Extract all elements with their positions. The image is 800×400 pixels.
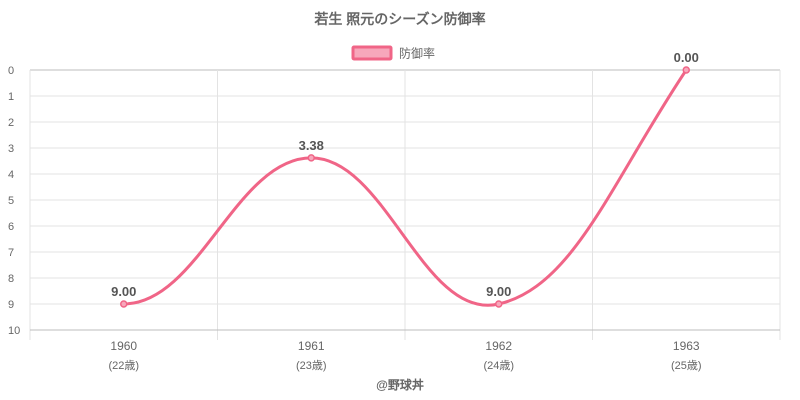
era-data-point[interactable] <box>682 66 690 74</box>
era-data-label: 9.00 <box>111 284 136 299</box>
legend-swatch-icon <box>351 45 393 61</box>
footer-credit: @野球丼 <box>376 377 424 392</box>
y-tick-label: 3 <box>8 143 14 155</box>
y-tick-label: 4 <box>8 169 14 181</box>
era-data-label: 9.00 <box>486 284 511 299</box>
era-data-point[interactable] <box>495 300 503 308</box>
era-series-line <box>122 68 688 307</box>
x-tick-sublabel: (23歳) <box>296 359 327 372</box>
legend-label: 防御率 <box>399 46 435 61</box>
series-layer <box>120 66 690 308</box>
y-tick-label: 2 <box>8 117 14 129</box>
era-data-label: 3.38 <box>299 138 324 153</box>
era-data-point[interactable] <box>120 300 128 308</box>
x-tick-label: 1960 <box>110 339 137 353</box>
y-tick-label: 7 <box>8 247 14 259</box>
era-data-point[interactable] <box>307 154 315 162</box>
y-tick-label: 10 <box>8 325 20 337</box>
label-layer: 9.00 3.38 9.00 0.00 <box>111 50 699 299</box>
era-data-label: 0.00 <box>674 50 699 65</box>
y-tick-label: 8 <box>8 273 14 285</box>
x-tick-label: 1962 <box>485 339 512 353</box>
chart-title: 若生 照元のシーズン防御率 <box>313 11 485 27</box>
y-tick-label: 9 <box>8 299 14 311</box>
axis-layer: 0 1 2 3 4 5 6 7 8 9 10 1960 (22歳) 1961 (23歳) 1962 (24歳) 1… <box>8 65 780 372</box>
x-tick-label: 1963 <box>673 339 700 353</box>
x-tick-sublabel: (24歳) <box>483 359 514 372</box>
x-tick-sublabel: (25歳) <box>671 359 702 372</box>
legend[interactable]: 防御率 <box>351 45 435 61</box>
y-tick-label: 1 <box>8 91 14 103</box>
x-tick-sublabel: (22歳) <box>108 359 139 372</box>
y-tick-label: 6 <box>8 221 14 233</box>
y-tick-label: 5 <box>8 195 14 207</box>
y-tick-label: 0 <box>8 65 14 77</box>
x-tick-label: 1961 <box>298 339 325 353</box>
